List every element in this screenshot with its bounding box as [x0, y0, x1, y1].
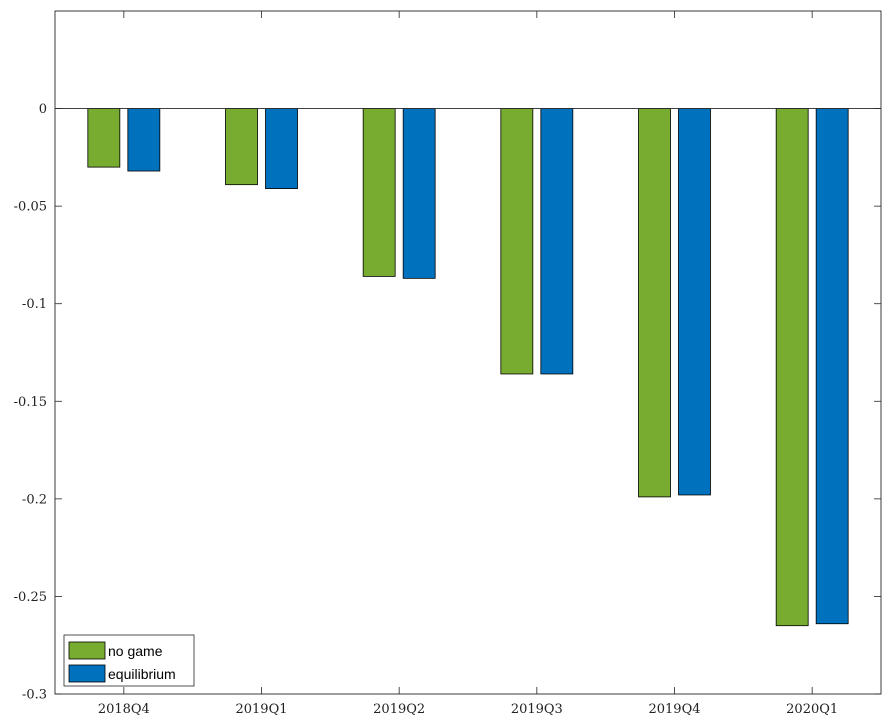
bar-equilibrium-2019Q2: [402, 108, 436, 279]
legend-swatch-equilibrium: [68, 664, 106, 683]
bar-equilibrium-2019Q3: [540, 108, 574, 375]
bar-equilibrium-2018Q4: [127, 108, 161, 172]
x-tick-label: 2019Q2: [373, 702, 425, 717]
bar-no-game-2018Q4: [87, 108, 121, 168]
x-tick-label: 2019Q3: [511, 702, 563, 717]
legend-label-no-game: no game: [108, 643, 163, 659]
axes-box: [54, 10, 882, 695]
y-tick-label: -0.15: [14, 395, 47, 410]
y-tick-label: -0.05: [14, 200, 47, 215]
x-tick-label: 2018Q4: [98, 702, 150, 717]
bar-no-game-2019Q2: [362, 108, 396, 277]
plot-area: [55, 11, 881, 694]
legend-label-equilibrium: equilibrium: [108, 666, 176, 682]
bar-no-game-2019Q4: [638, 108, 671, 498]
y-tick-label: -0.25: [14, 590, 47, 605]
bar-equilibrium-2019Q4: [678, 108, 711, 496]
y-tick-label: -0.2: [22, 492, 47, 507]
bars-group: [87, 108, 849, 627]
x-tick-label: 2020Q1: [786, 702, 838, 717]
y-tick-label: 0: [39, 102, 47, 117]
x-tick-label: 2019Q1: [235, 702, 287, 717]
x-tick-label: 2019Q4: [648, 702, 700, 717]
y-tick-label: -0.3: [22, 688, 47, 703]
y-tick-label: -0.1: [22, 297, 47, 312]
legend-swatch-no-game: [68, 641, 106, 660]
axes-group: 2018Q4 2019Q1 2019Q2 2019Q3 2019Q4 2020Q1 0 -0.…: [14, 10, 882, 717]
bar-no-game-2019Q1: [225, 108, 258, 186]
legend: no game equilibrium: [63, 634, 195, 687]
bar-equilibrium-2020Q1: [815, 108, 849, 625]
bar-no-game-2019Q3: [500, 108, 534, 375]
bar-equilibrium-2019Q1: [265, 108, 298, 189]
bar-no-game-2020Q1: [775, 108, 809, 627]
